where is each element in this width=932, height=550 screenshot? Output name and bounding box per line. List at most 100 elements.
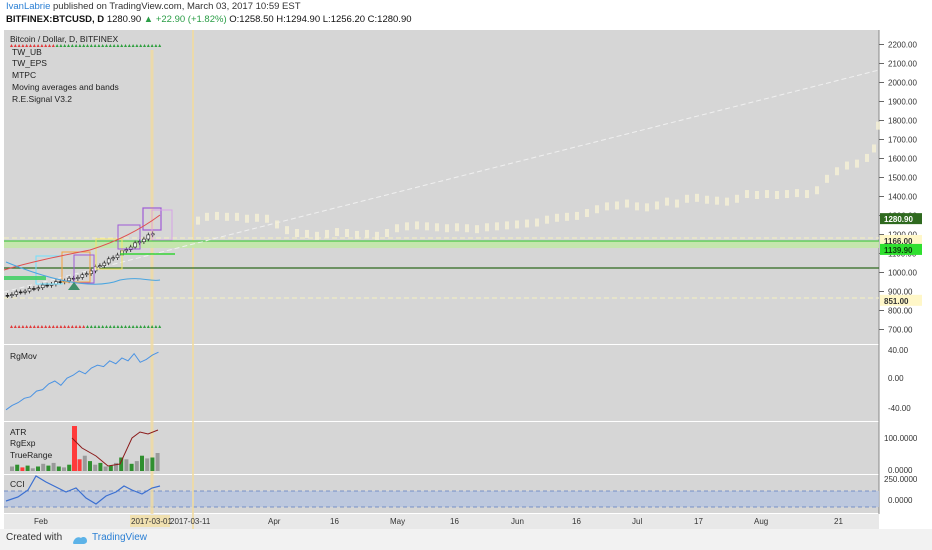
- candle-body: [80, 274, 85, 278]
- price-change: ▲ +22.90 (+1.82%): [143, 14, 227, 25]
- atr-bar: [72, 426, 77, 471]
- signal-triangle: [135, 325, 139, 328]
- projection-candle: [725, 197, 729, 206]
- time-tick: Feb: [34, 517, 48, 526]
- support-highlight: [4, 276, 46, 280]
- signal-triangle: [93, 325, 97, 328]
- candle-body: [76, 277, 80, 279]
- chart-svg[interactable]: Bitcoin / Dollar, D, BITFINEX TW_UB TW_E…: [0, 30, 932, 529]
- atr-bar: [30, 468, 35, 471]
- price-tick: 1800.00: [888, 117, 917, 126]
- atr-bar: [82, 455, 87, 471]
- signal-triangle: [105, 44, 108, 47]
- projection-candle: [495, 222, 499, 231]
- projection-candle: [505, 221, 509, 230]
- candle-body: [106, 258, 111, 264]
- signal-triangle: [13, 44, 17, 47]
- projection-candle: [255, 213, 259, 222]
- projection-candle: [555, 213, 559, 222]
- price-pane[interactable]: [4, 30, 879, 344]
- tradingview-brand-link[interactable]: TradingView: [92, 532, 148, 543]
- candle-body: [18, 291, 23, 294]
- price-axis[interactable]: [879, 30, 932, 514]
- atr-bar: [114, 462, 118, 471]
- signal-triangle: [146, 325, 150, 328]
- signal-triangle: [70, 44, 74, 47]
- projection-candle: [705, 195, 709, 204]
- signal-triangle: [93, 44, 97, 47]
- time-axis-ticks: Feb 2017-03-11 Apr 16 May 16 Jun 16 Jul 17 Aug 21: [34, 517, 843, 526]
- signal-triangle: [158, 325, 162, 328]
- projection-candle: [345, 228, 349, 237]
- atr-pane[interactable]: [4, 422, 879, 474]
- open-value: O:1258.50: [229, 14, 274, 25]
- projection-candle: [685, 194, 689, 203]
- signal-triangle: [127, 44, 131, 47]
- projection-candle: [805, 190, 809, 199]
- projection-candle: [835, 167, 839, 176]
- signal-triangle: [74, 44, 78, 47]
- indicator-label: MTPC: [12, 70, 36, 80]
- projection-candle: [205, 212, 209, 221]
- projection-candle: [315, 231, 319, 240]
- rgmov-tick: 0.00: [888, 374, 904, 383]
- rgmov-tick: 40.00: [888, 346, 909, 355]
- projection-candle: [565, 212, 569, 221]
- projection-candle: [435, 223, 439, 232]
- signal-triangle: [124, 44, 127, 47]
- price-label: 1139.90: [884, 246, 913, 255]
- atr-bar: [124, 459, 129, 471]
- candle-body: [84, 273, 89, 276]
- chart-title: Bitcoin / Dollar, D, BITFINEX: [10, 34, 118, 44]
- signal-triangle: [127, 325, 131, 328]
- signal-triangle: [48, 44, 51, 47]
- pane-title-rgmov: RgMov: [10, 351, 38, 361]
- price-tick: 1000.00: [888, 269, 917, 278]
- projection-candle: [865, 153, 869, 162]
- candle-body: [27, 288, 32, 292]
- pane-title-cci: CCI: [10, 479, 25, 489]
- projection-candle: [625, 199, 629, 208]
- signal-triangle: [63, 44, 67, 47]
- atr-bar: [140, 455, 144, 471]
- atr-bar: [88, 461, 92, 471]
- signal-triangle: [158, 44, 162, 47]
- candle-body: [150, 233, 155, 236]
- signal-triangle: [108, 325, 112, 328]
- signal-triangle: [51, 325, 55, 328]
- candlesticks: [5, 231, 155, 298]
- signal-triangle: [10, 44, 13, 47]
- rgmov-pane[interactable]: [4, 345, 879, 421]
- signal-triangle: [48, 325, 51, 328]
- projection-candles: [196, 121, 880, 240]
- chart-header: IvanLabrie published on TradingView.com,…: [0, 0, 932, 30]
- low-value: L:1256.20: [322, 14, 366, 25]
- signal-triangle: [67, 44, 70, 47]
- atr-bar: [155, 453, 160, 471]
- author-link[interactable]: IvanLabrie: [6, 1, 51, 12]
- signal-triangle: [82, 44, 86, 47]
- cci-tick: 250.0000: [884, 475, 918, 484]
- candle-body: [45, 284, 49, 287]
- price-label-bg: [880, 294, 922, 306]
- projection-candle: [845, 161, 849, 170]
- signal-triangle: [97, 325, 101, 328]
- signal-triangle: [59, 44, 63, 47]
- projection-candle: [365, 229, 369, 238]
- time-tick: Aug: [754, 517, 768, 526]
- signal-triangle: [44, 44, 48, 47]
- candle-body: [102, 262, 107, 266]
- up-arrow-marker: [68, 282, 80, 290]
- time-axis[interactable]: [4, 514, 879, 529]
- atr-bar: [20, 467, 25, 471]
- price-label: 1166.00: [884, 237, 913, 246]
- candle-body: [10, 294, 14, 296]
- candle-body: [23, 290, 27, 293]
- projection-candle: [815, 186, 819, 195]
- signal-triangle: [89, 325, 93, 328]
- ohlc-line: BITFINEX:BTCUSD, D 1280.90 ▲ +22.90 (+1.…: [6, 14, 412, 25]
- indicator-label: TW_UB: [12, 47, 42, 57]
- close-value: C:1280.90: [367, 14, 412, 25]
- atr-bar: [134, 461, 139, 471]
- candle-body: [111, 257, 115, 260]
